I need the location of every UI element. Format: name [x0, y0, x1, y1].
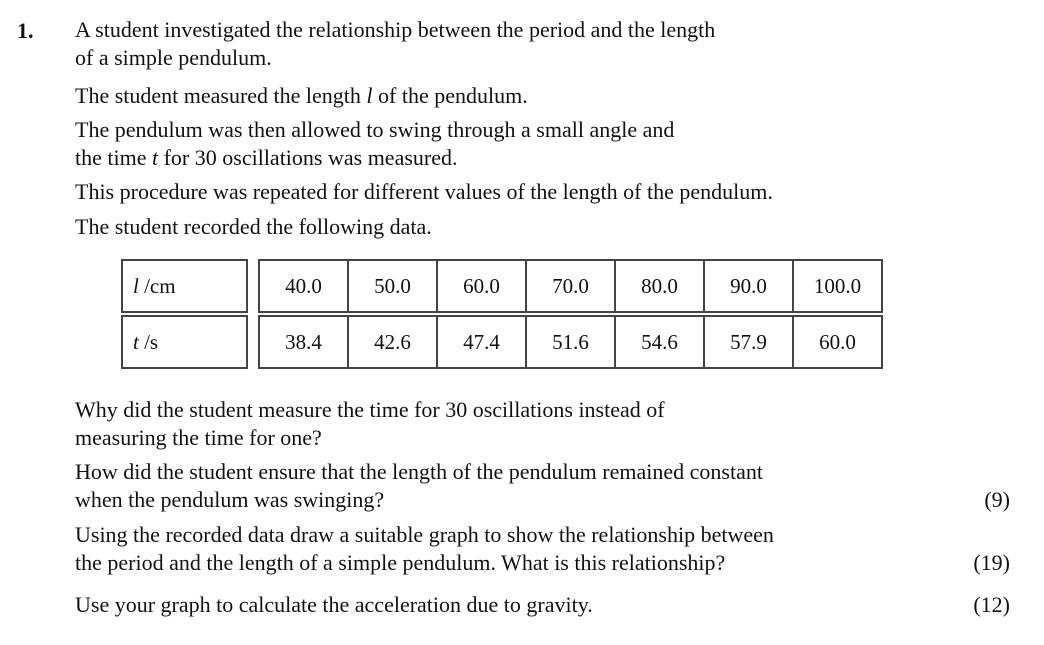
part-3: Using the recorded data draw a suitable …	[75, 521, 774, 577]
length-value: 70.0	[525, 259, 616, 313]
swing-pre: the time	[75, 145, 152, 170]
intro-line-2: of a simple pendulum.	[75, 45, 272, 70]
question-number: 1.	[17, 18, 34, 43]
time-unit: /s	[138, 329, 159, 354]
measure-line: The student measured the length l of the…	[75, 82, 528, 110]
time-value: 60.0	[792, 315, 883, 369]
recorded-paragraph: The student recorded the following data.	[75, 213, 432, 241]
table-gap	[246, 316, 260, 368]
swing-paragraph: The pendulum was then allowed to swing t…	[75, 116, 674, 172]
marks-part-3: (19)	[973, 550, 1010, 575]
measure-paragraph: The student measured the length l of the…	[75, 82, 528, 110]
time-value: 38.4	[258, 315, 349, 369]
time-value: 57.9	[703, 315, 794, 369]
swing-var: t	[151, 145, 159, 170]
length-value: 60.0	[436, 259, 527, 313]
time-value: 54.6	[614, 315, 705, 369]
part-2-line-1: How did the student ensure that the leng…	[75, 459, 763, 484]
part-3-line-2: the period and the length of a simple pe…	[75, 550, 726, 575]
length-value: 90.0	[703, 259, 794, 313]
part-1-line-1: Why did the student measure the time for…	[75, 397, 665, 422]
part-4-line: Use your graph to calculate the accelera…	[75, 592, 593, 617]
intro-line-1: A student investigated the relationship …	[75, 17, 716, 42]
recorded-line: The student recorded the following data.	[75, 214, 432, 239]
part-2-line-2: when the pendulum was swinging?	[75, 487, 385, 512]
marks-part-2: (9)	[984, 487, 1010, 512]
part-3-line-1: Using the recorded data draw a suitable …	[75, 522, 774, 547]
length-value: 50.0	[347, 259, 438, 313]
part-1: Why did the student measure the time for…	[75, 396, 665, 452]
table-gap	[246, 260, 260, 312]
length-unit: /cm	[138, 273, 176, 298]
length-value: 40.0	[258, 259, 349, 313]
length-value: 80.0	[614, 259, 705, 313]
data-table: l /cm 40.0 50.0 60.0 70.0 80.0 90.0 100.…	[121, 259, 883, 369]
time-var: t	[133, 329, 139, 354]
time-row: t /s 38.4 42.6 47.4 51.6 54.6 57.9 60.0	[121, 315, 883, 369]
intro-paragraph: A student investigated the relationship …	[75, 16, 715, 72]
table-separator	[122, 311, 882, 317]
length-value: 100.0	[792, 259, 883, 313]
marks-part-4: (12)	[973, 592, 1010, 617]
part-2: How did the student ensure that the leng…	[75, 458, 763, 514]
swing-post: for 30 oscillations was measured.	[158, 145, 458, 170]
measure-var: l	[366, 83, 373, 108]
length-row: l /cm 40.0 50.0 60.0 70.0 80.0 90.0 100.…	[121, 259, 883, 313]
part-1-line-2: measuring the time for one?	[75, 425, 322, 450]
measure-post: of the pendulum.	[372, 83, 528, 108]
time-header: t /s	[121, 315, 248, 369]
time-value: 42.6	[347, 315, 438, 369]
time-value: 47.4	[436, 315, 527, 369]
length-var: l	[133, 273, 139, 298]
measure-pre: The student measured the length	[75, 83, 367, 108]
time-value: 51.6	[525, 315, 616, 369]
repeat-paragraph: This procedure was repeated for differen…	[75, 178, 773, 206]
swing-line-2: the time t for 30 oscillations was measu…	[75, 144, 674, 172]
length-header: l /cm	[121, 259, 248, 313]
repeat-line: This procedure was repeated for differen…	[75, 179, 773, 204]
part-4: Use your graph to calculate the accelera…	[75, 591, 593, 619]
swing-line-1: The pendulum was then allowed to swing t…	[75, 117, 675, 142]
